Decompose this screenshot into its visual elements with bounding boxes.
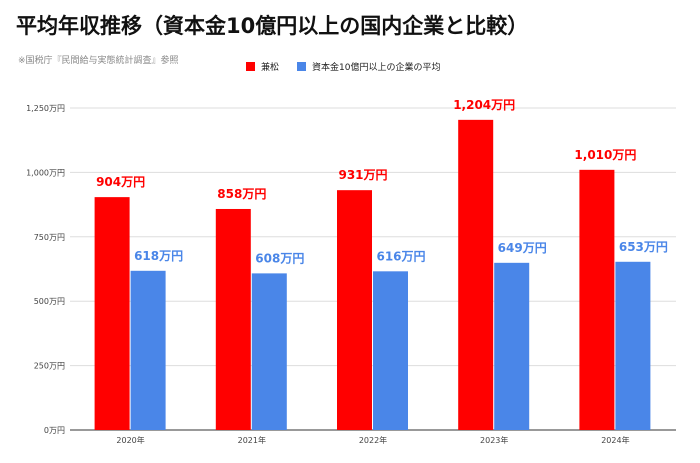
y-tick-label: 250万円 — [34, 362, 65, 371]
legend-item-series-2: 資本金10億円以上の企業の平均 — [297, 60, 440, 73]
data-label-series-1: 1,204万円 — [453, 98, 515, 112]
data-label-series-2: 616万円 — [376, 249, 425, 263]
data-label-series-1: 858万円 — [217, 187, 266, 201]
bar-series-2 — [373, 271, 408, 430]
legend-label-series-1: 兼松 — [261, 63, 280, 73]
legend-label-series-2: 資本金10億円以上の企業の平均 — [312, 63, 441, 73]
legend-swatch-series-1 — [246, 62, 255, 71]
bar-series-1 — [94, 197, 130, 430]
data-label-series-1: 904万円 — [96, 175, 145, 189]
y-tick-label: 500万円 — [34, 297, 65, 306]
bar-series-2 — [494, 262, 530, 430]
y-tick-label: 1,250万円 — [26, 104, 65, 113]
bar-series-2 — [130, 270, 166, 430]
x-tick-label: 2021年 — [238, 435, 266, 445]
data-label-series-2: 653万円 — [619, 240, 668, 254]
x-tick-label: 2022年 — [359, 435, 387, 445]
chart-subtitle: ※国税庁『民間給与実態統計調査』参照 — [18, 56, 179, 66]
bar-series-1 — [215, 208, 251, 430]
legend-item-series-1: 兼松 — [246, 60, 279, 73]
data-label-series-1: 931万円 — [338, 168, 387, 182]
y-tick-label: 0万円 — [44, 426, 65, 435]
x-tick-label: 2020年 — [116, 435, 144, 445]
data-label-series-2: 608万円 — [255, 251, 304, 265]
y-tick-label: 750万円 — [34, 233, 65, 242]
chart-legend: 兼松 資本金10億円以上の企業の平均 — [246, 60, 440, 73]
x-tick-label: 2024年 — [601, 435, 629, 445]
y-tick-label: 1,000万円 — [26, 168, 65, 177]
chart-title: 平均年収推移（資本金10億円以上の国内企業と比較） — [16, 14, 529, 38]
bar-series-1 — [458, 119, 494, 430]
data-label-series-2: 649万円 — [498, 241, 547, 255]
bar-series-1 — [579, 169, 615, 430]
legend-swatch-series-2 — [297, 62, 307, 71]
x-tick-label: 2023年 — [480, 435, 508, 445]
bar-series-2 — [615, 261, 651, 430]
bar-series-2 — [251, 273, 287, 430]
data-label-series-2: 618万円 — [134, 249, 183, 263]
data-label-series-1: 1,010万円 — [574, 148, 636, 162]
bar-series-1 — [337, 190, 372, 430]
